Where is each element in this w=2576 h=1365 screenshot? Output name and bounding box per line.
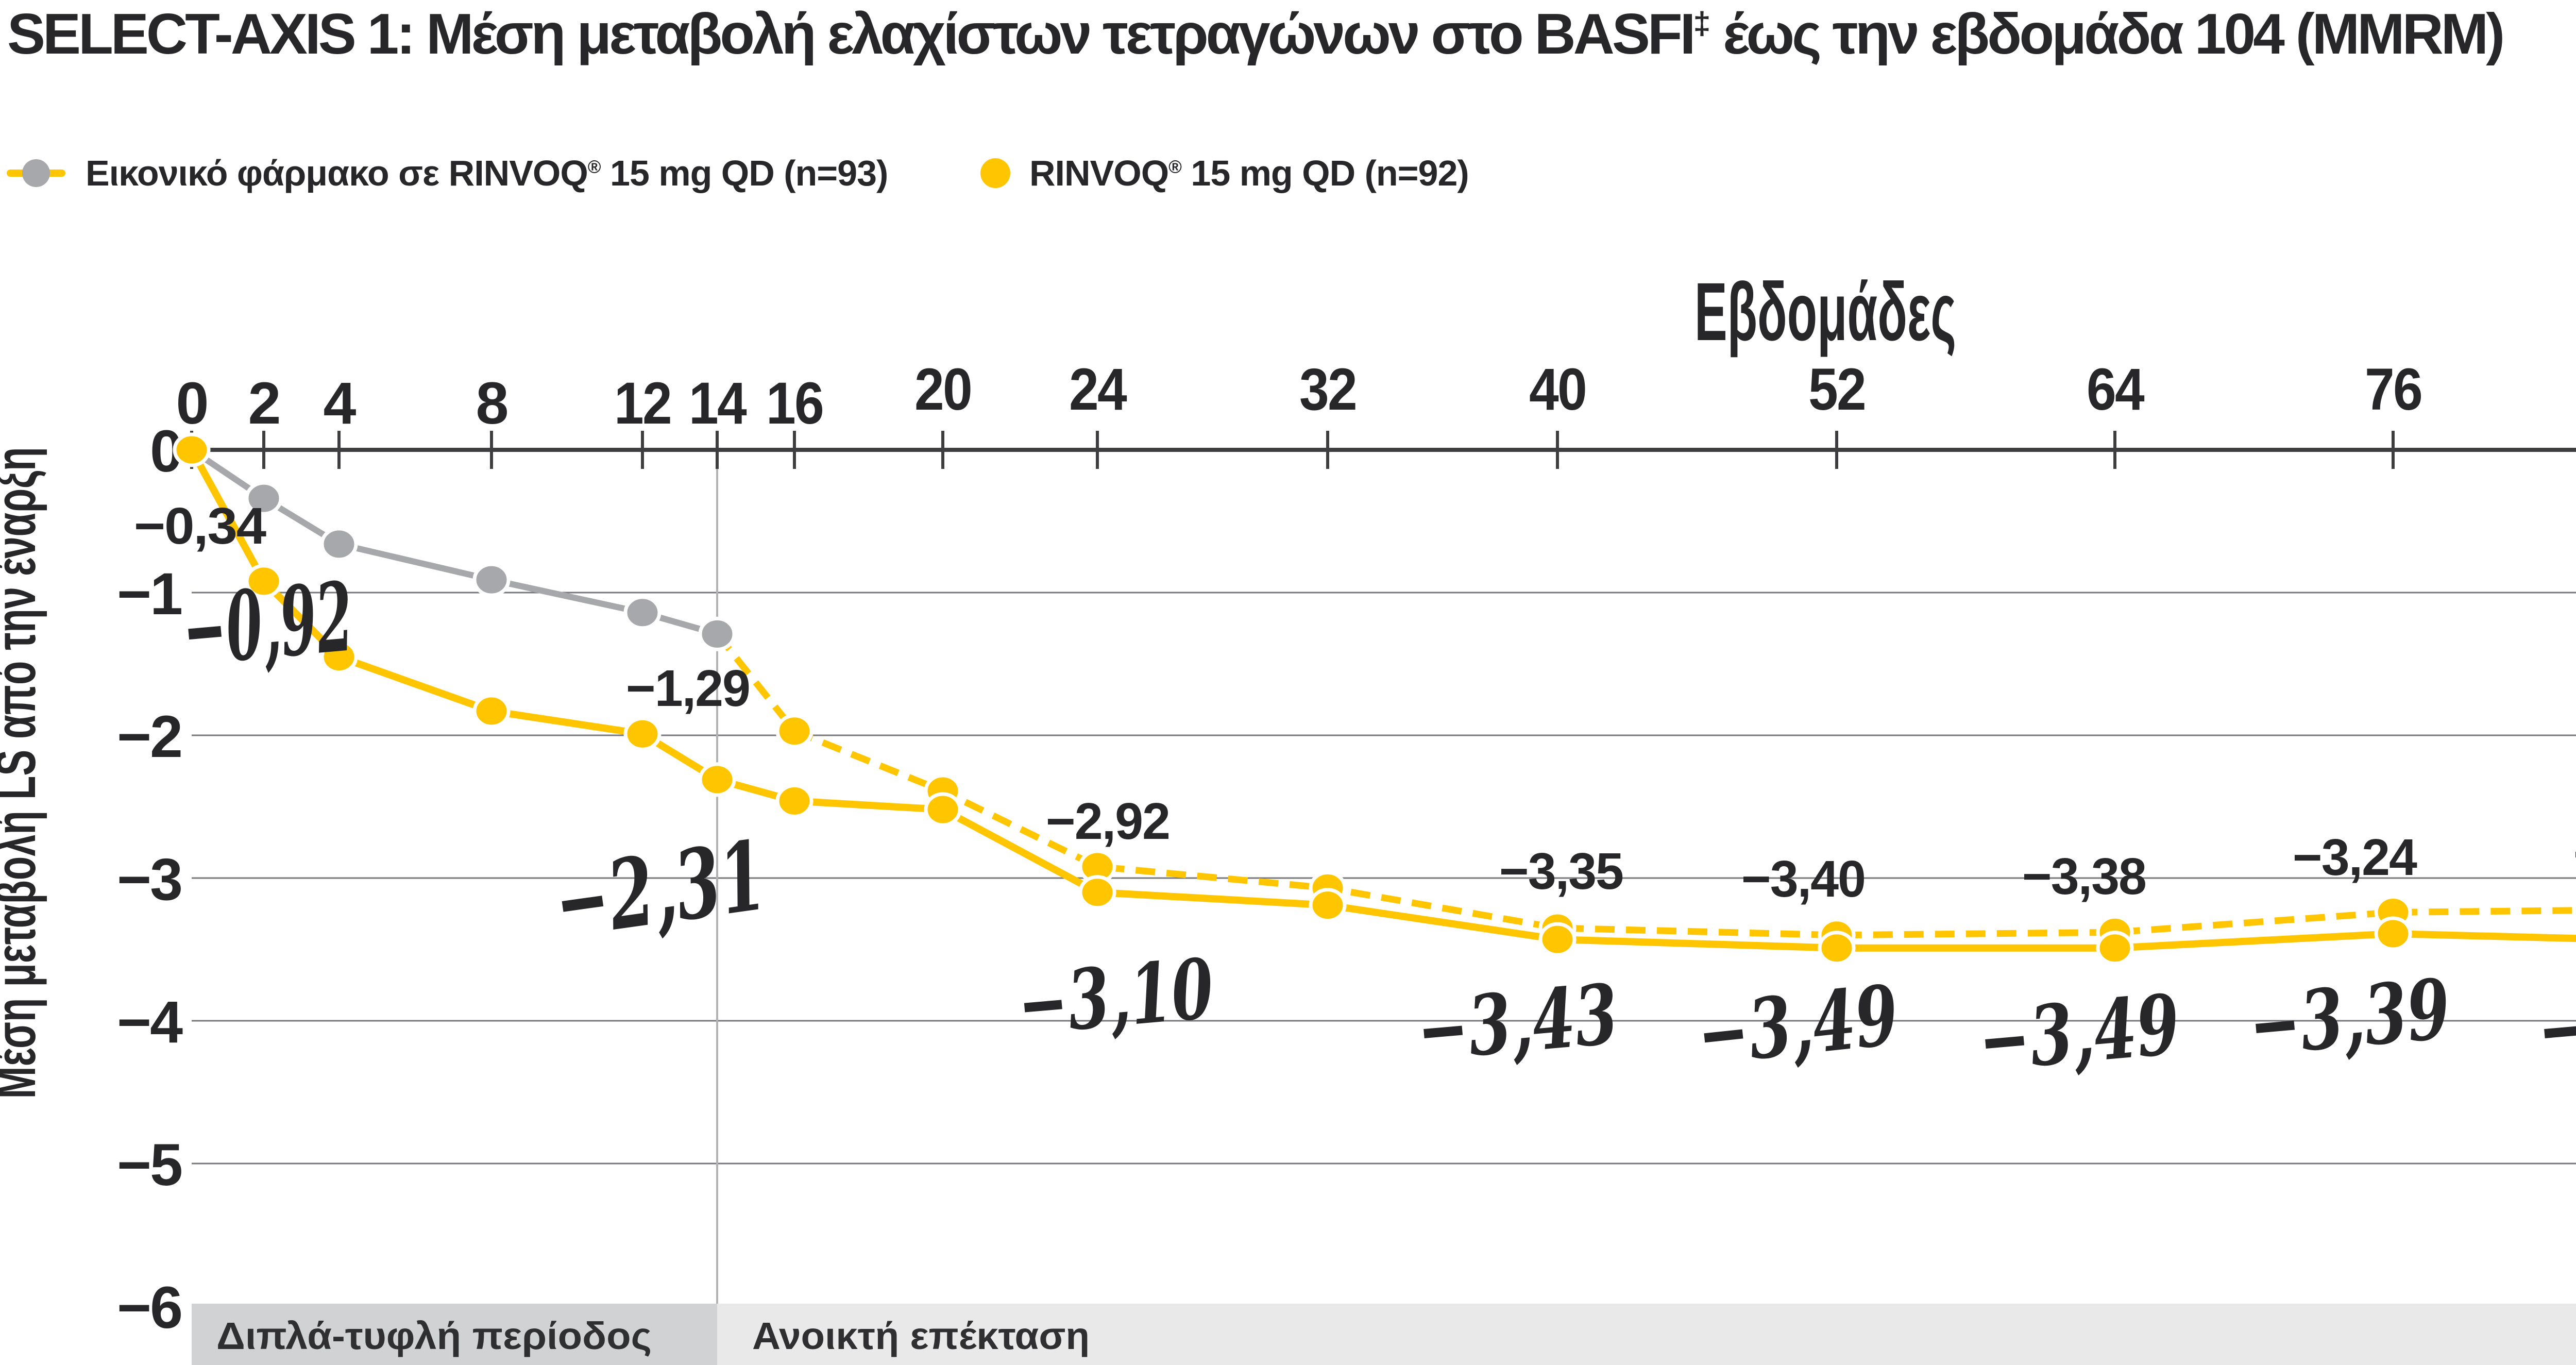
x-tick-label: 76 xyxy=(2365,357,2421,423)
rinvoq-data-point xyxy=(924,792,962,827)
x-tick-label: 4 xyxy=(324,370,357,436)
x-tick-label: 64 xyxy=(2087,357,2145,423)
rinvoq-line-solid-yellow xyxy=(188,448,2576,952)
open-label-extension-label: Ανοικτή επέκταση xyxy=(752,1315,1090,1357)
legend-label-rinvoq-dose: 15 mg QD (n=92) xyxy=(1181,153,1469,193)
rinvoq-data-point xyxy=(245,564,283,599)
x-tick-label: 16 xyxy=(766,370,823,436)
title-text: SELECT-AXIS 1: Μέση μεταβολή ελαχίστων τ… xyxy=(7,2,1696,66)
double-blind-period-label: Διπλά-τυφλή περίοδος xyxy=(216,1315,652,1357)
x-tick-label: 40 xyxy=(1529,357,1586,423)
title-dagger-symbol: ‡ xyxy=(1693,6,1711,41)
rinvoq-data-point xyxy=(775,783,814,818)
rinvoq-data-point xyxy=(1309,888,1347,923)
x-tick-label: 0 xyxy=(176,370,208,436)
rinvoq-data-point xyxy=(1538,922,1577,957)
y-tick-label: −6 xyxy=(117,1275,181,1341)
legend-label-placebo: Εικονικό φάρμακο σε RINVOQ® 15 mg QD (n=… xyxy=(86,153,888,194)
legend-label-rinvoq: RINVOQ® 15 mg QD (n=92) xyxy=(1029,153,1469,194)
legend-label-rinvoq-text: RINVOQ xyxy=(1029,153,1169,193)
x-tick-label: 12 xyxy=(614,370,671,436)
placebo-data-point xyxy=(320,527,358,562)
open-label-extension-band xyxy=(717,1304,2576,1365)
legend: Εικονικό φάρμακο σε RINVOQ® 15 mg QD (n=… xyxy=(0,151,2576,195)
rinvoq-data-point xyxy=(1818,931,1856,966)
placebo-line-dashed-yellow xyxy=(714,632,2576,939)
y-tick-label: −2 xyxy=(117,704,181,770)
rinvoq-value-label: −3,44 xyxy=(2534,966,2576,1080)
placebo-value-label: −3,38 xyxy=(2022,848,2146,905)
page-title: SELECT-AXIS 1: Μέση μεταβολή ελαχίστων τ… xyxy=(7,1,2505,67)
placebo-value-label: −3,24 xyxy=(2293,829,2417,886)
rinvoq-data-point xyxy=(472,694,511,729)
placebo-data-point xyxy=(245,481,283,516)
registered-mark-icon: ® xyxy=(1168,157,1182,177)
rinvoq-value-label: −3,49 xyxy=(1692,966,1903,1084)
y-tick-label: −5 xyxy=(117,1132,181,1198)
y-tick-label: −3 xyxy=(117,847,181,913)
rinvoq-value-label: −0,92 xyxy=(178,560,357,687)
placebo-data-point xyxy=(472,562,511,597)
placebo-value-label: −3,40 xyxy=(1741,850,1865,908)
x-tick-label: 2 xyxy=(248,370,280,436)
y-axis-title: Μέση μεταβολή LS από την έναρξη xyxy=(0,447,47,1099)
placebo-value-label: −3,22 xyxy=(2573,825,2576,883)
placebo-on-rinvoq-data-point xyxy=(775,714,814,749)
y-tick-label: −4 xyxy=(117,989,183,1055)
placebo-value-label: −3,35 xyxy=(1499,842,1623,900)
legend-label-placebo-dose: 15 mg QD (n=93) xyxy=(600,153,888,193)
rinvoq-data-point xyxy=(2374,916,2412,951)
rinvoq-data-point xyxy=(2096,931,2134,966)
legend-item-placebo: Εικονικό φάρμακο σε RINVOQ® 15 mg QD (n=… xyxy=(4,151,888,195)
x-tick-label: 32 xyxy=(1299,357,1356,423)
placebo-value-label: −0,34 xyxy=(134,497,266,555)
placebo-data-point xyxy=(623,595,662,630)
rinvoq-value-label: −2,31 xyxy=(548,819,772,959)
registered-mark-icon: ® xyxy=(587,157,601,177)
placebo-value-label: −1,29 xyxy=(626,660,750,717)
rinvoq-value-label: −3,39 xyxy=(2245,960,2454,1074)
rinvoq-data-point xyxy=(623,716,662,751)
placebo-data-point xyxy=(698,616,736,651)
x-tick-label: 24 xyxy=(1069,357,1127,423)
x-tick-label: 20 xyxy=(914,357,971,423)
legend-item-rinvoq: RINVOQ® 15 mg QD (n=92) xyxy=(979,151,1469,195)
placebo-value-label: −2,92 xyxy=(1046,793,1170,850)
y-tick-label: −1 xyxy=(117,561,181,627)
rinvoq-data-point xyxy=(698,762,736,797)
rinvoq-value-label: −3,49 xyxy=(1975,976,2183,1090)
rinvoq-data-point xyxy=(1078,875,1116,910)
x-tick-label: 52 xyxy=(1808,357,1865,423)
rinvoq-series-icon xyxy=(980,158,1010,188)
title-text-tail: έως την εβδομάδα 104 (MMRM) xyxy=(1709,2,2505,66)
rinvoq-data-point xyxy=(173,432,211,467)
rinvoq-value-label: −3,10 xyxy=(1014,940,1217,1053)
x-tick-label: 14 xyxy=(689,370,747,436)
legend-label-placebo-text: Εικονικό φάρμακο σε RINVOQ xyxy=(86,153,588,193)
double-blind-period-band xyxy=(192,1304,717,1365)
rinvoq-data-point xyxy=(320,639,358,675)
rinvoq-value-label: −3,43 xyxy=(1413,966,1622,1080)
x-tick-label: 8 xyxy=(476,370,507,436)
placebo-series-icon xyxy=(7,159,65,187)
x-axis-title: Εβδομάδες xyxy=(1694,265,1956,358)
